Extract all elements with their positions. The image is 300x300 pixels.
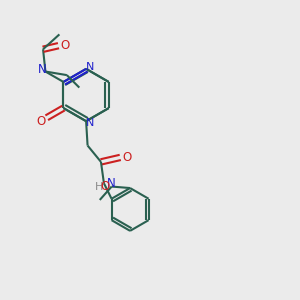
Text: N: N (86, 62, 94, 72)
Text: O: O (60, 39, 70, 52)
Text: H: H (94, 182, 103, 192)
Text: O: O (36, 115, 46, 128)
Text: N: N (38, 63, 46, 76)
Text: O: O (122, 151, 131, 164)
Text: O: O (100, 180, 110, 193)
Text: N: N (86, 118, 94, 128)
Text: N: N (107, 177, 116, 190)
